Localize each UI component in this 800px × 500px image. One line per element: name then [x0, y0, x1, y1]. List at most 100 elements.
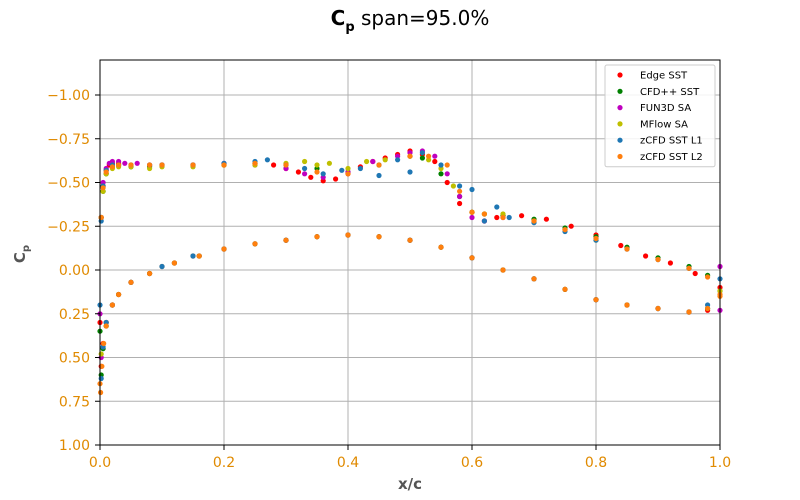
- data-point: [147, 270, 153, 277]
- data-point: [147, 162, 153, 168]
- data-point: [562, 286, 568, 292]
- data-point: [116, 162, 122, 168]
- data-point: [531, 276, 537, 282]
- legend-label: MFlow SA: [640, 119, 688, 130]
- data-point: [345, 232, 351, 238]
- data-point: [457, 188, 463, 194]
- data-point: [395, 157, 401, 163]
- data-point: [128, 279, 134, 285]
- data-point: [624, 302, 630, 308]
- x-tick-label: 0.2: [213, 455, 235, 471]
- data-point: [407, 153, 413, 159]
- data-point: [562, 227, 568, 233]
- x-tick-label: 0.8: [585, 455, 607, 471]
- y-tick-label: 0.00: [59, 263, 90, 279]
- data-point: [98, 351, 104, 357]
- data-series: [97, 148, 723, 396]
- data-point: [376, 162, 382, 168]
- data-point: [100, 185, 106, 191]
- plot-frame: [99, 59, 721, 446]
- legend-marker: [617, 137, 623, 143]
- data-point: [128, 162, 134, 168]
- data-point: [98, 214, 104, 221]
- data-point: [116, 291, 122, 298]
- data-point: [264, 157, 270, 163]
- data-point: [568, 223, 574, 229]
- data-point: [320, 171, 326, 177]
- data-point: [593, 297, 599, 303]
- data-point: [618, 242, 624, 249]
- data-point: [426, 157, 432, 163]
- data-point: [686, 265, 692, 271]
- data-point: [692, 270, 698, 277]
- data-point: [98, 375, 104, 382]
- chart-title-subscript: p: [345, 20, 354, 35]
- data-point: [314, 162, 320, 168]
- data-point: [519, 213, 525, 219]
- data-point: [190, 253, 196, 259]
- data-point: [252, 241, 258, 247]
- y-tick-label: 0.75: [59, 394, 90, 410]
- data-point: [469, 214, 475, 221]
- data-point: [345, 171, 351, 177]
- data-point: [481, 211, 487, 217]
- y-tick-label: 0.25: [59, 307, 90, 323]
- data-point: [376, 234, 382, 240]
- y-axis-label-subscript: p: [21, 245, 32, 252]
- y-tick-label: −1.00: [47, 88, 90, 104]
- data-point: [457, 193, 463, 200]
- data-point: [283, 162, 289, 168]
- data-point: [345, 165, 351, 172]
- data-point: [655, 256, 661, 263]
- legend-label: FUN3D SA: [640, 103, 691, 114]
- data-point: [444, 162, 450, 168]
- axis-ticks: 0.0 0.2 0.4 0.6 0.8 1.0 −1.00 −0.75 −0.50 −0.25 0.…: [47, 88, 731, 471]
- y-tick-label: −0.25: [47, 219, 90, 235]
- data-point: [302, 158, 308, 165]
- data-point: [196, 253, 202, 259]
- data-point: [531, 218, 537, 224]
- data-point: [103, 323, 109, 329]
- data-point: [98, 389, 104, 396]
- data-point: [643, 253, 649, 259]
- data-point: [705, 274, 711, 280]
- data-point: [101, 340, 107, 347]
- data-point: [593, 235, 599, 242]
- data-point: [494, 204, 500, 210]
- y-tick-label: 0.50: [59, 351, 90, 367]
- legend-marker: [617, 105, 623, 111]
- legend-label: zCFD SST L1: [640, 136, 703, 147]
- data-point: [99, 363, 105, 369]
- legend-label: CFD++ SST: [640, 87, 700, 98]
- data-point: [419, 150, 425, 156]
- chart-title-symbol: C: [331, 6, 346, 30]
- data-point: [450, 183, 456, 189]
- legend-label: Edge SST: [640, 71, 688, 82]
- legend-label: zCFD SST L2: [640, 152, 703, 163]
- data-point: [159, 162, 165, 168]
- data-point: [314, 169, 320, 175]
- series-zcfd-sst-l2: [97, 153, 723, 396]
- data-point: [221, 162, 227, 168]
- x-tick-label: 0.4: [337, 455, 359, 471]
- data-point: [444, 171, 450, 177]
- legend-marker: [617, 88, 623, 94]
- data-point: [432, 153, 438, 159]
- data-point: [444, 179, 450, 186]
- data-point: [407, 169, 413, 175]
- legend-box: [604, 64, 716, 168]
- data-point: [667, 260, 674, 266]
- data-point: [407, 237, 413, 243]
- chart-title: Cp span=95.0%: [331, 6, 490, 35]
- data-point: [432, 158, 438, 165]
- data-point: [364, 158, 370, 165]
- data-point: [190, 162, 196, 168]
- data-point: [481, 218, 487, 224]
- data-point: [357, 165, 363, 172]
- data-point: [333, 176, 339, 182]
- legend-marker: [617, 153, 623, 160]
- data-point: [469, 209, 475, 215]
- x-tick-label: 0.0: [89, 455, 111, 471]
